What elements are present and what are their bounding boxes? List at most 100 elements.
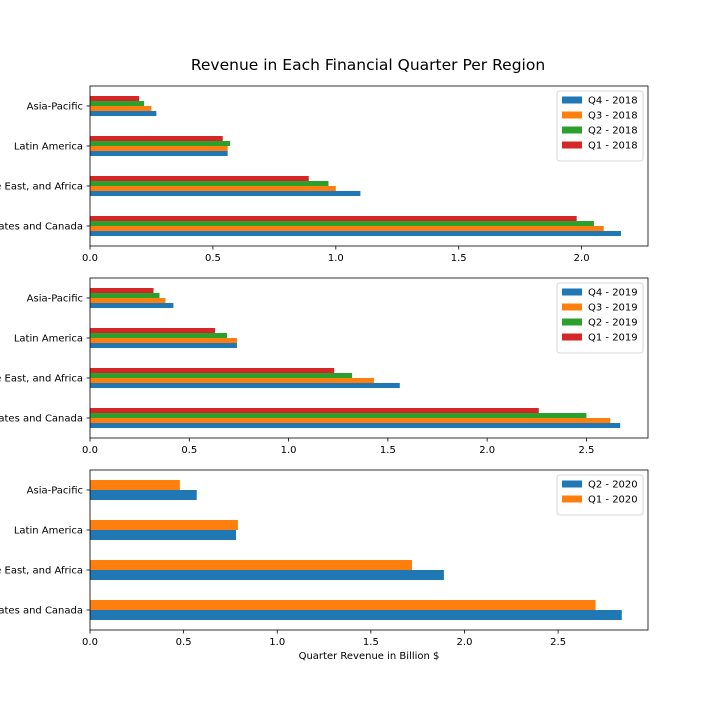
bar bbox=[90, 610, 622, 620]
category-label: United States and Canada bbox=[0, 222, 83, 233]
category-label: Asia-Pacific bbox=[27, 294, 83, 305]
x-tick-label: 2.5 bbox=[550, 637, 566, 648]
bar bbox=[90, 288, 154, 293]
legend-swatch bbox=[562, 303, 582, 311]
bar bbox=[90, 490, 197, 500]
bar bbox=[90, 231, 621, 236]
category-label: Latin America bbox=[14, 526, 83, 537]
legend-label: Q1 - 2019 bbox=[588, 333, 638, 344]
bar bbox=[90, 383, 400, 388]
legend-swatch bbox=[562, 495, 582, 503]
x-tick-label: 0.5 bbox=[176, 637, 192, 648]
bars bbox=[90, 96, 621, 236]
category-label: United States and Canada bbox=[0, 414, 83, 425]
category-label: Europe, Middle East, and Africa bbox=[0, 182, 83, 193]
bar bbox=[90, 181, 329, 186]
legend-label: Q2 - 2019 bbox=[588, 318, 638, 329]
x-tick-label: 0.0 bbox=[82, 445, 98, 456]
legend-label: Q1 - 2020 bbox=[588, 495, 638, 506]
bar bbox=[90, 298, 166, 303]
legend: Q2 - 2020 Q1 - 2020 bbox=[556, 474, 644, 516]
x-tick-label: 0.0 bbox=[82, 637, 98, 648]
category-label: Europe, Middle East, and Africa bbox=[0, 566, 83, 577]
x-tick-label: 2.0 bbox=[574, 253, 590, 264]
bar bbox=[90, 530, 237, 540]
bar bbox=[90, 226, 604, 231]
axes-frame bbox=[89, 85, 649, 247]
legend-label: Q2 - 2018 bbox=[588, 126, 638, 137]
category-label: Europe, Middle East, and Africa bbox=[0, 374, 83, 385]
category-label: Asia-Pacific bbox=[27, 102, 83, 113]
legend: Q4 - 2019 Q3 - 2019 Q2 - 2019 Q1 - 2019 bbox=[556, 282, 644, 354]
bar bbox=[90, 378, 374, 383]
bar bbox=[90, 333, 228, 338]
bar bbox=[90, 146, 228, 151]
bar bbox=[90, 413, 587, 418]
bar bbox=[90, 101, 145, 106]
x-axis-label: Quarter Revenue in Billion $ bbox=[299, 651, 440, 662]
bar bbox=[90, 418, 611, 423]
legend-label: Q3 - 2018 bbox=[588, 111, 638, 122]
legend-swatch bbox=[562, 96, 582, 104]
bar bbox=[90, 191, 361, 196]
legend-swatch bbox=[562, 480, 582, 488]
figure-title: Revenue in Each Financial Quarter Per Re… bbox=[191, 56, 545, 74]
x-tick-label: 1.5 bbox=[363, 637, 379, 648]
axes-frame bbox=[89, 469, 649, 631]
bars bbox=[90, 288, 621, 428]
x-tick-label: 1.0 bbox=[269, 637, 285, 648]
bar bbox=[90, 328, 216, 333]
x-tick-label: 1.0 bbox=[281, 445, 297, 456]
legend-label: Q1 - 2018 bbox=[588, 141, 638, 152]
x-tick-label: 1.5 bbox=[451, 253, 467, 264]
bar bbox=[90, 216, 577, 221]
legend-swatch bbox=[562, 126, 582, 134]
bar bbox=[90, 151, 228, 156]
bar bbox=[90, 176, 309, 181]
legend-swatch bbox=[562, 111, 582, 119]
bar bbox=[90, 96, 140, 101]
x-tick-label: 1.5 bbox=[380, 445, 396, 456]
legend-label: Q3 - 2019 bbox=[588, 303, 638, 314]
bar bbox=[90, 186, 336, 191]
legend-swatch bbox=[562, 288, 582, 296]
bar bbox=[90, 368, 335, 373]
legend-swatch bbox=[562, 141, 582, 149]
bar bbox=[90, 480, 180, 490]
legend-label: Q2 - 2020 bbox=[588, 480, 638, 491]
axes-frame bbox=[89, 277, 649, 439]
chart-panel-1: United States and Canada Europe, Middle E… bbox=[0, 85, 649, 264]
bar bbox=[90, 423, 621, 428]
bar bbox=[90, 106, 152, 111]
legend-swatch bbox=[562, 318, 582, 326]
bar bbox=[90, 141, 231, 146]
bar bbox=[90, 111, 157, 116]
category-label: Latin America bbox=[14, 142, 83, 153]
chart-panel-2: United States and Canada Europe, Middle E… bbox=[0, 277, 649, 456]
bar bbox=[90, 293, 160, 298]
bar bbox=[90, 520, 238, 530]
chart-panel-3: United States and Canada Europe, Middle E… bbox=[0, 469, 649, 648]
x-tick-label: 1.0 bbox=[328, 253, 344, 264]
bar bbox=[90, 343, 237, 348]
bar bbox=[90, 408, 539, 413]
bar bbox=[90, 338, 237, 343]
x-tick-label: 0.0 bbox=[82, 253, 98, 264]
category-label: United States and Canada bbox=[0, 606, 83, 617]
legend-label: Q4 - 2019 bbox=[588, 288, 638, 299]
bar bbox=[90, 600, 596, 610]
bar bbox=[90, 221, 594, 226]
x-tick-label: 2.0 bbox=[479, 445, 495, 456]
legend-label: Q4 - 2018 bbox=[588, 96, 638, 107]
category-label: Latin America bbox=[14, 334, 83, 345]
chart-panels: United States and Canada Europe, Middle E… bbox=[0, 85, 649, 648]
x-tick-label: 2.0 bbox=[457, 637, 473, 648]
bar bbox=[90, 560, 413, 570]
category-label: Asia-Pacific bbox=[27, 486, 83, 497]
bars bbox=[90, 480, 622, 620]
bar bbox=[90, 373, 353, 378]
bar bbox=[90, 570, 444, 580]
x-tick-label: 0.5 bbox=[205, 253, 221, 264]
x-tick-label: 2.5 bbox=[578, 445, 594, 456]
